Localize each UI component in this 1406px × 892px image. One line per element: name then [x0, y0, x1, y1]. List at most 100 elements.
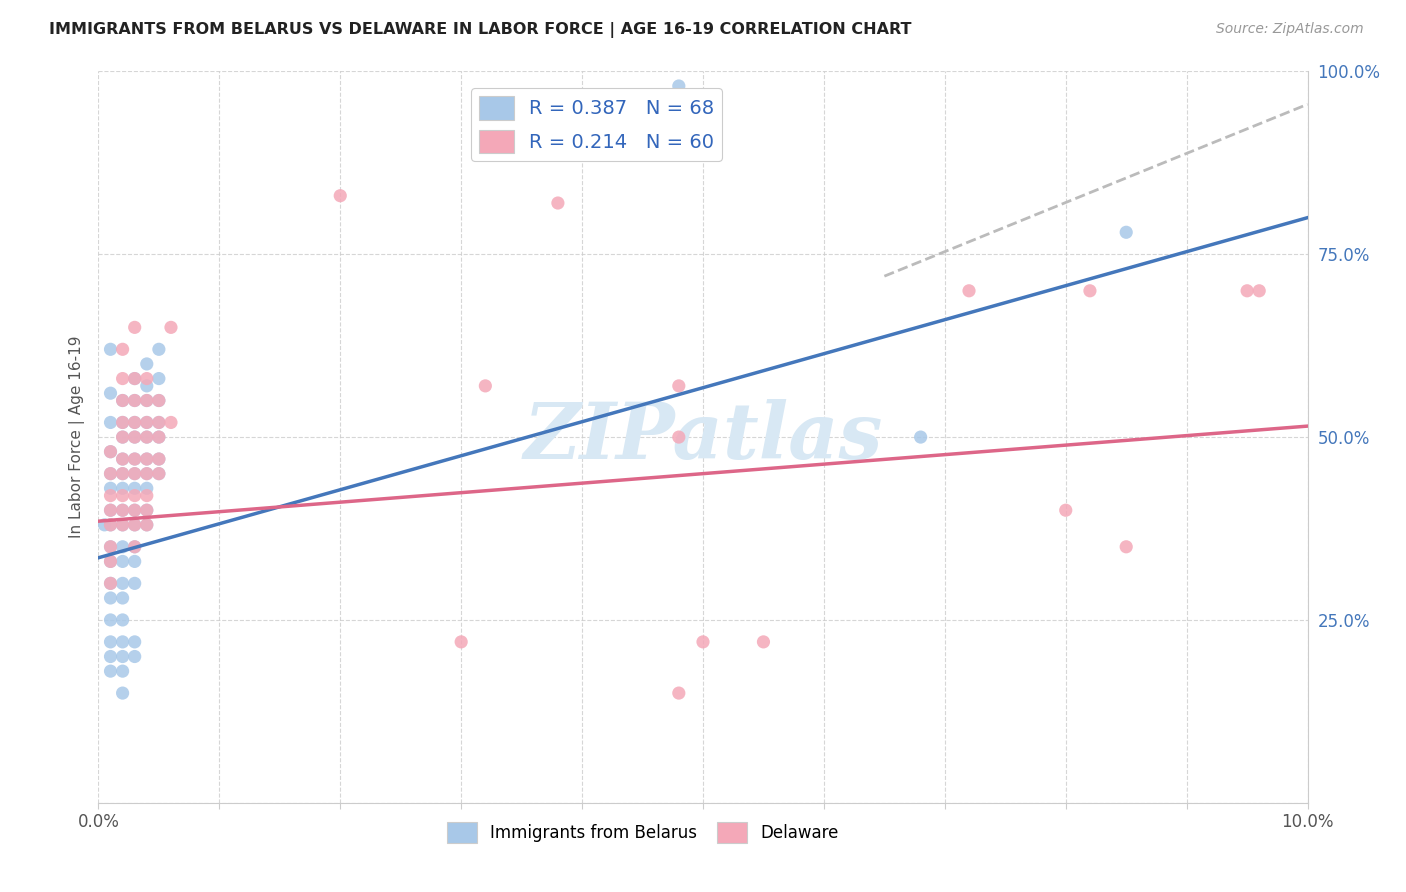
Point [135, 503, 157, 517]
Point [135, 517, 157, 532]
Point [148, 467, 170, 481]
Point [124, 467, 146, 481]
Point [100, 444, 122, 458]
Point [100, 576, 122, 591]
Point [111, 371, 134, 385]
Point [148, 452, 170, 467]
Point [124, 371, 146, 385]
Point [135, 503, 157, 517]
Point [692, 635, 714, 649]
Point [668, 430, 690, 444]
Point [111, 686, 134, 700]
Point [111, 649, 134, 664]
Point [93, 517, 115, 532]
Point [100, 467, 122, 481]
Point [160, 416, 183, 430]
Legend: Immigrants from Belarus, Delaware: Immigrants from Belarus, Delaware [440, 815, 845, 849]
Point [148, 467, 170, 481]
Point [100, 554, 122, 568]
Point [111, 635, 134, 649]
Point [135, 481, 157, 495]
Point [135, 430, 157, 444]
Point [148, 452, 170, 467]
Point [100, 503, 122, 517]
Point [100, 649, 122, 664]
Point [148, 430, 170, 444]
Point [111, 489, 134, 503]
Point [148, 393, 170, 408]
Point [148, 393, 170, 408]
Point [100, 635, 122, 649]
Point [1054, 503, 1077, 517]
Point [111, 517, 134, 532]
Point [111, 613, 134, 627]
Point [1249, 284, 1271, 298]
Point [111, 393, 134, 408]
Point [124, 540, 146, 554]
Point [135, 371, 157, 385]
Point [135, 393, 157, 408]
Point [1078, 284, 1101, 298]
Point [148, 416, 170, 430]
Point [100, 467, 122, 481]
Point [111, 393, 134, 408]
Point [135, 416, 157, 430]
Point [111, 452, 134, 467]
Point [124, 489, 146, 503]
Point [135, 517, 157, 532]
Point [135, 357, 157, 371]
Point [111, 503, 134, 517]
Point [135, 416, 157, 430]
Point [668, 686, 690, 700]
Point [148, 343, 170, 357]
Point [957, 284, 980, 298]
Point [100, 517, 122, 532]
Point [910, 430, 932, 444]
Point [100, 576, 122, 591]
Point [148, 371, 170, 385]
Point [124, 540, 146, 554]
Point [124, 416, 146, 430]
Point [160, 320, 183, 334]
Point [100, 664, 122, 678]
Point [100, 554, 122, 568]
Point [474, 379, 496, 393]
Text: IMMIGRANTS FROM BELARUS VS DELAWARE IN LABOR FORCE | AGE 16-19 CORRELATION CHART: IMMIGRANTS FROM BELARUS VS DELAWARE IN L… [49, 22, 911, 38]
Point [111, 554, 134, 568]
Point [124, 393, 146, 408]
Point [1115, 225, 1137, 239]
Point [668, 379, 690, 393]
Point [135, 489, 157, 503]
Point [111, 503, 134, 517]
Point [668, 78, 690, 93]
Point [124, 554, 146, 568]
Point [111, 481, 134, 495]
Point [752, 635, 775, 649]
Point [135, 467, 157, 481]
Point [100, 591, 122, 605]
Point [111, 430, 134, 444]
Point [124, 635, 146, 649]
Point [135, 379, 157, 393]
Point [547, 196, 569, 211]
Point [124, 393, 146, 408]
Point [111, 467, 134, 481]
Y-axis label: In Labor Force | Age 16-19: In Labor Force | Age 16-19 [69, 335, 84, 539]
Point [124, 371, 146, 385]
Point [124, 430, 146, 444]
Point [100, 540, 122, 554]
Point [124, 503, 146, 517]
Point [100, 517, 122, 532]
Point [148, 430, 170, 444]
Point [124, 430, 146, 444]
Point [111, 343, 134, 357]
Point [100, 386, 122, 401]
Point [135, 467, 157, 481]
Text: ZIPatlas: ZIPatlas [523, 399, 883, 475]
Point [111, 467, 134, 481]
Point [1236, 284, 1258, 298]
Point [111, 416, 134, 430]
Point [100, 343, 122, 357]
Point [450, 635, 472, 649]
Point [111, 576, 134, 591]
